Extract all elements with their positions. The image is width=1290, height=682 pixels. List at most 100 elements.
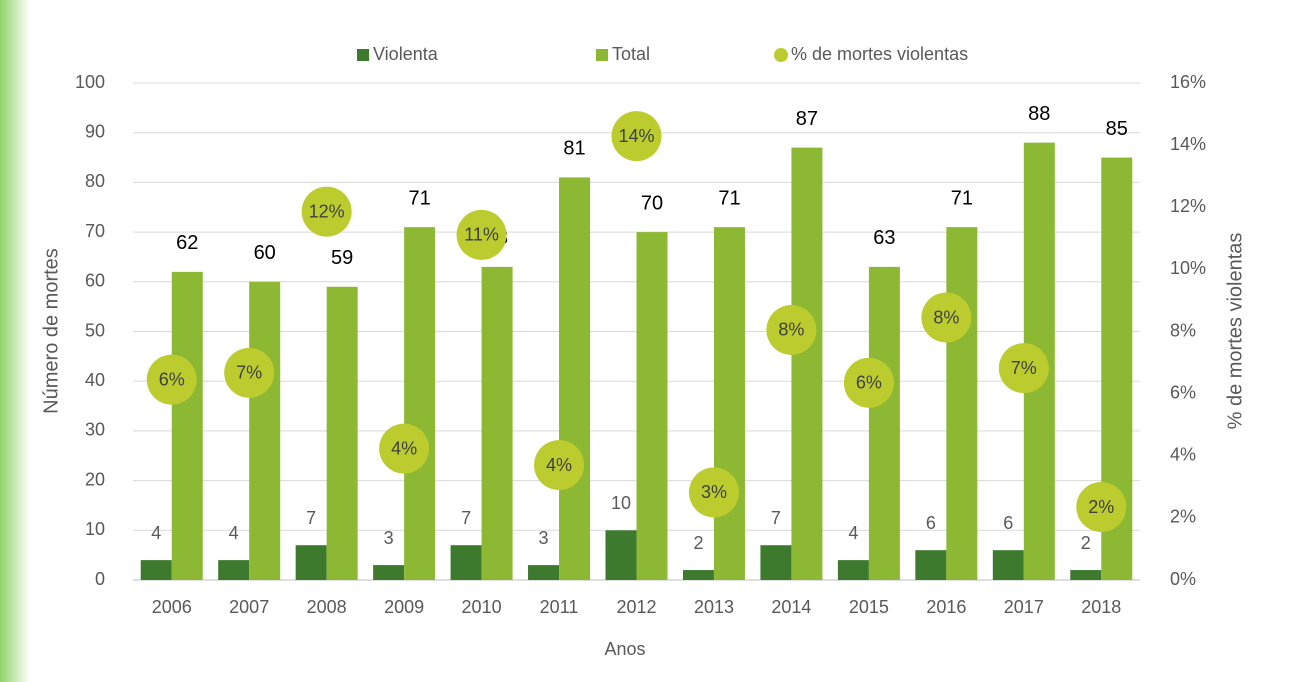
data-label: 7 <box>771 508 781 528</box>
x-tick-label: 2018 <box>1081 597 1121 617</box>
y2-tick-label: 6% <box>1170 382 1196 402</box>
y-tick-label: 80 <box>85 171 105 191</box>
y-tick-label: 60 <box>85 271 105 291</box>
bar <box>249 281 281 580</box>
data-label: 4% <box>546 455 572 475</box>
x-tick-label: 2011 <box>540 597 579 617</box>
bubble <box>534 440 585 491</box>
bar <box>682 570 714 580</box>
data-label: 81 <box>563 138 585 160</box>
bar <box>404 227 436 580</box>
x-tick-label: 2012 <box>616 597 656 617</box>
y2-tick-label: 16% <box>1170 72 1206 92</box>
y2-tick-label: 14% <box>1170 134 1206 154</box>
y-tick-label: 50 <box>85 320 105 340</box>
bubble <box>1076 482 1127 533</box>
x-tick-label: 2009 <box>384 597 424 617</box>
legend-label: Violenta <box>373 44 439 64</box>
data-label: 3% <box>701 482 727 502</box>
y2-tick-label: 4% <box>1170 445 1196 465</box>
x-tick-label: 2016 <box>926 597 966 617</box>
bar <box>760 545 792 580</box>
bubble <box>146 354 197 405</box>
data-label: 62 <box>176 232 198 254</box>
bubble <box>998 343 1049 394</box>
x-tick-label: 2006 <box>152 597 192 617</box>
data-label: 3 <box>384 528 394 548</box>
legend-swatch <box>357 49 369 61</box>
data-label: 71 <box>408 187 430 209</box>
x-tick-label: 2013 <box>694 597 734 617</box>
data-label: 87 <box>796 108 818 130</box>
y2-axis-title: % de mortes violentas <box>1224 233 1246 430</box>
edge-decoration <box>0 0 30 682</box>
data-label: 12% <box>309 201 345 221</box>
y2-tick-label: 10% <box>1170 258 1206 278</box>
bar <box>837 560 869 580</box>
data-label: 85 <box>1106 118 1128 140</box>
bar <box>559 177 591 580</box>
bar <box>326 286 358 580</box>
y-tick-label: 0 <box>95 569 105 589</box>
x-tick-label: 2007 <box>229 597 269 617</box>
x-axis-title: Anos <box>604 639 645 659</box>
data-label: 4 <box>229 523 239 543</box>
data-label: 70 <box>641 192 663 214</box>
bar <box>992 550 1024 580</box>
bubble <box>301 186 352 237</box>
bar <box>868 266 900 580</box>
bar <box>295 545 327 580</box>
bubble <box>456 209 507 260</box>
y-tick-label: 40 <box>85 370 105 390</box>
data-label: 2% <box>1088 497 1114 517</box>
data-label: 71 <box>951 187 973 209</box>
bubble <box>843 357 894 408</box>
bar <box>605 530 637 580</box>
data-label: 71 <box>718 187 740 209</box>
bubble <box>688 467 739 518</box>
data-label: 10 <box>611 493 631 513</box>
bar <box>218 560 250 580</box>
bubble <box>611 111 662 162</box>
bar <box>636 232 668 580</box>
legend-label: Total <box>612 44 650 64</box>
legend-label: % de mortes violentas <box>791 44 968 64</box>
data-label: 6% <box>159 369 185 389</box>
data-label: 60 <box>254 242 276 264</box>
y-axis-title: Número de mortes <box>40 248 62 414</box>
data-label: 7 <box>461 508 471 528</box>
bubble <box>379 423 430 474</box>
bubble <box>224 347 275 398</box>
data-label: 7% <box>236 363 262 383</box>
bubble <box>921 292 972 343</box>
data-label: 2 <box>1081 533 1091 553</box>
bar <box>791 147 823 581</box>
y-tick-label: 90 <box>85 121 105 141</box>
x-tick-label: 2017 <box>1004 597 1044 617</box>
y-tick-label: 70 <box>85 221 105 241</box>
y-tick-label: 10 <box>85 519 105 539</box>
y-tick-label: 20 <box>85 469 105 489</box>
data-label: 7 <box>306 508 316 528</box>
bar <box>1070 570 1102 580</box>
bar <box>450 545 482 580</box>
x-tick-label: 2010 <box>462 597 502 617</box>
data-label: 4 <box>848 523 858 543</box>
data-label: 4% <box>391 438 417 458</box>
data-label: 14% <box>618 126 654 146</box>
legend-swatch <box>596 49 608 61</box>
data-label: 11% <box>464 225 499 245</box>
bar <box>915 550 947 580</box>
bubble <box>766 304 817 355</box>
data-label: 6% <box>856 373 882 393</box>
data-label: 7% <box>1011 358 1037 378</box>
data-label: 6 <box>1003 513 1013 533</box>
bar <box>481 266 513 580</box>
data-label: 4 <box>151 523 161 543</box>
data-label: 2 <box>693 533 703 553</box>
bar <box>171 271 203 580</box>
data-label: 59 <box>331 247 353 269</box>
x-tick-label: 2014 <box>771 597 811 617</box>
y2-tick-label: 8% <box>1170 320 1196 340</box>
